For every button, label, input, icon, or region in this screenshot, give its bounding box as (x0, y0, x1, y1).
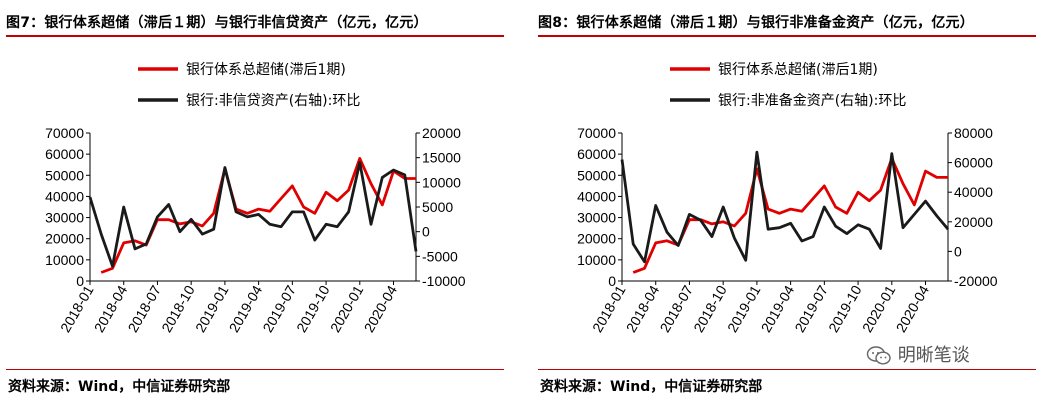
left-tick-label: 60000 (45, 146, 84, 162)
figure-8-title: 图8：银行体系超储（滞后１期）与银行非准备金资产（亿元，亿元） (538, 15, 974, 31)
right-tick-label: 80000 (954, 125, 993, 141)
figure-7-title: 图7：银行体系超储（滞后１期）与银行非信贷资产（亿元，亿元） (6, 15, 428, 31)
right-tick-label: 0 (954, 243, 962, 259)
figure-8-top-rule (538, 35, 1036, 37)
legend-label: 银行体系总超储(滞后1期) (186, 62, 346, 78)
right-tick-label: 5000 (422, 199, 453, 215)
figure-7-panel: 图7：银行体系超储（滞后１期）与银行非信贷资产（亿元，亿元） 0 10000 200… (0, 0, 510, 406)
left-tick-label: 50000 (577, 167, 616, 183)
left-tick-label: 10000 (577, 252, 616, 268)
figure-8-chart: 0 10000 20000 30000 40000 50000 60000 70000 -200… (577, 62, 998, 335)
right-tick-label: 15000 (422, 150, 461, 166)
watermark: 明晰笔谈 (866, 341, 970, 367)
figure-8-bottom-rule (538, 369, 1036, 370)
left-tick-label: 0 (608, 273, 616, 289)
right-tick-label: 20000 (954, 214, 993, 230)
right-tick-label: 60000 (954, 155, 993, 171)
legend-label: 银行体系总超储(滞后1期) (718, 62, 878, 78)
right-tick-label: 10000 (422, 174, 461, 190)
left-tick-label: 10000 (45, 252, 84, 268)
left-tick-label: 0 (76, 273, 84, 289)
figure-7-bottom-rule (6, 369, 504, 370)
x-tick-label: 2020-04 (361, 282, 401, 335)
x-tick-label: 2020-04 (893, 282, 933, 335)
series-line-right-axis (620, 150, 950, 264)
right-tick-label: -5000 (422, 248, 458, 264)
left-tick-label: 40000 (45, 188, 84, 204)
wechat-icon (866, 346, 891, 365)
left-tick-label: 60000 (577, 146, 616, 162)
figure-7-source: 资料来源：Wind，中信证券研究部 (8, 379, 231, 395)
left-tick-label: 20000 (45, 231, 84, 247)
left-tick-label: 30000 (577, 210, 616, 226)
left-tick-label: 70000 (45, 125, 84, 141)
figure-8-panel: 图8：银行体系超储（滞后１期）与银行非准备金资产（亿元，亿元） 0 10000 20… (532, 0, 1042, 406)
figure-7-top-rule (6, 35, 504, 37)
right-tick-label: -20000 (954, 273, 998, 289)
figure-8-source: 资料来源：Wind，中信证券研究部 (540, 379, 763, 395)
left-tick-label: 40000 (577, 188, 616, 204)
left-tick-label: 70000 (577, 125, 616, 141)
right-tick-label: -10000 (422, 273, 466, 289)
legend-label: 银行:非准备金资产(右轴):环比 (718, 92, 906, 109)
figure-7-chart: 010000200003000040000500006000070000-100… (45, 62, 466, 335)
legend-label: 银行:非信贷资产(右轴):环比 (186, 93, 360, 109)
left-tick-label: 30000 (45, 210, 84, 226)
right-tick-label: 20000 (422, 125, 461, 141)
left-tick-label: 50000 (45, 167, 84, 183)
right-tick-label: 0 (422, 224, 430, 240)
right-tick-label: 40000 (954, 184, 993, 200)
series-line-right-axis (88, 161, 418, 268)
left-tick-label: 20000 (577, 231, 616, 247)
watermark-text: 明晰笔谈 (897, 345, 970, 366)
